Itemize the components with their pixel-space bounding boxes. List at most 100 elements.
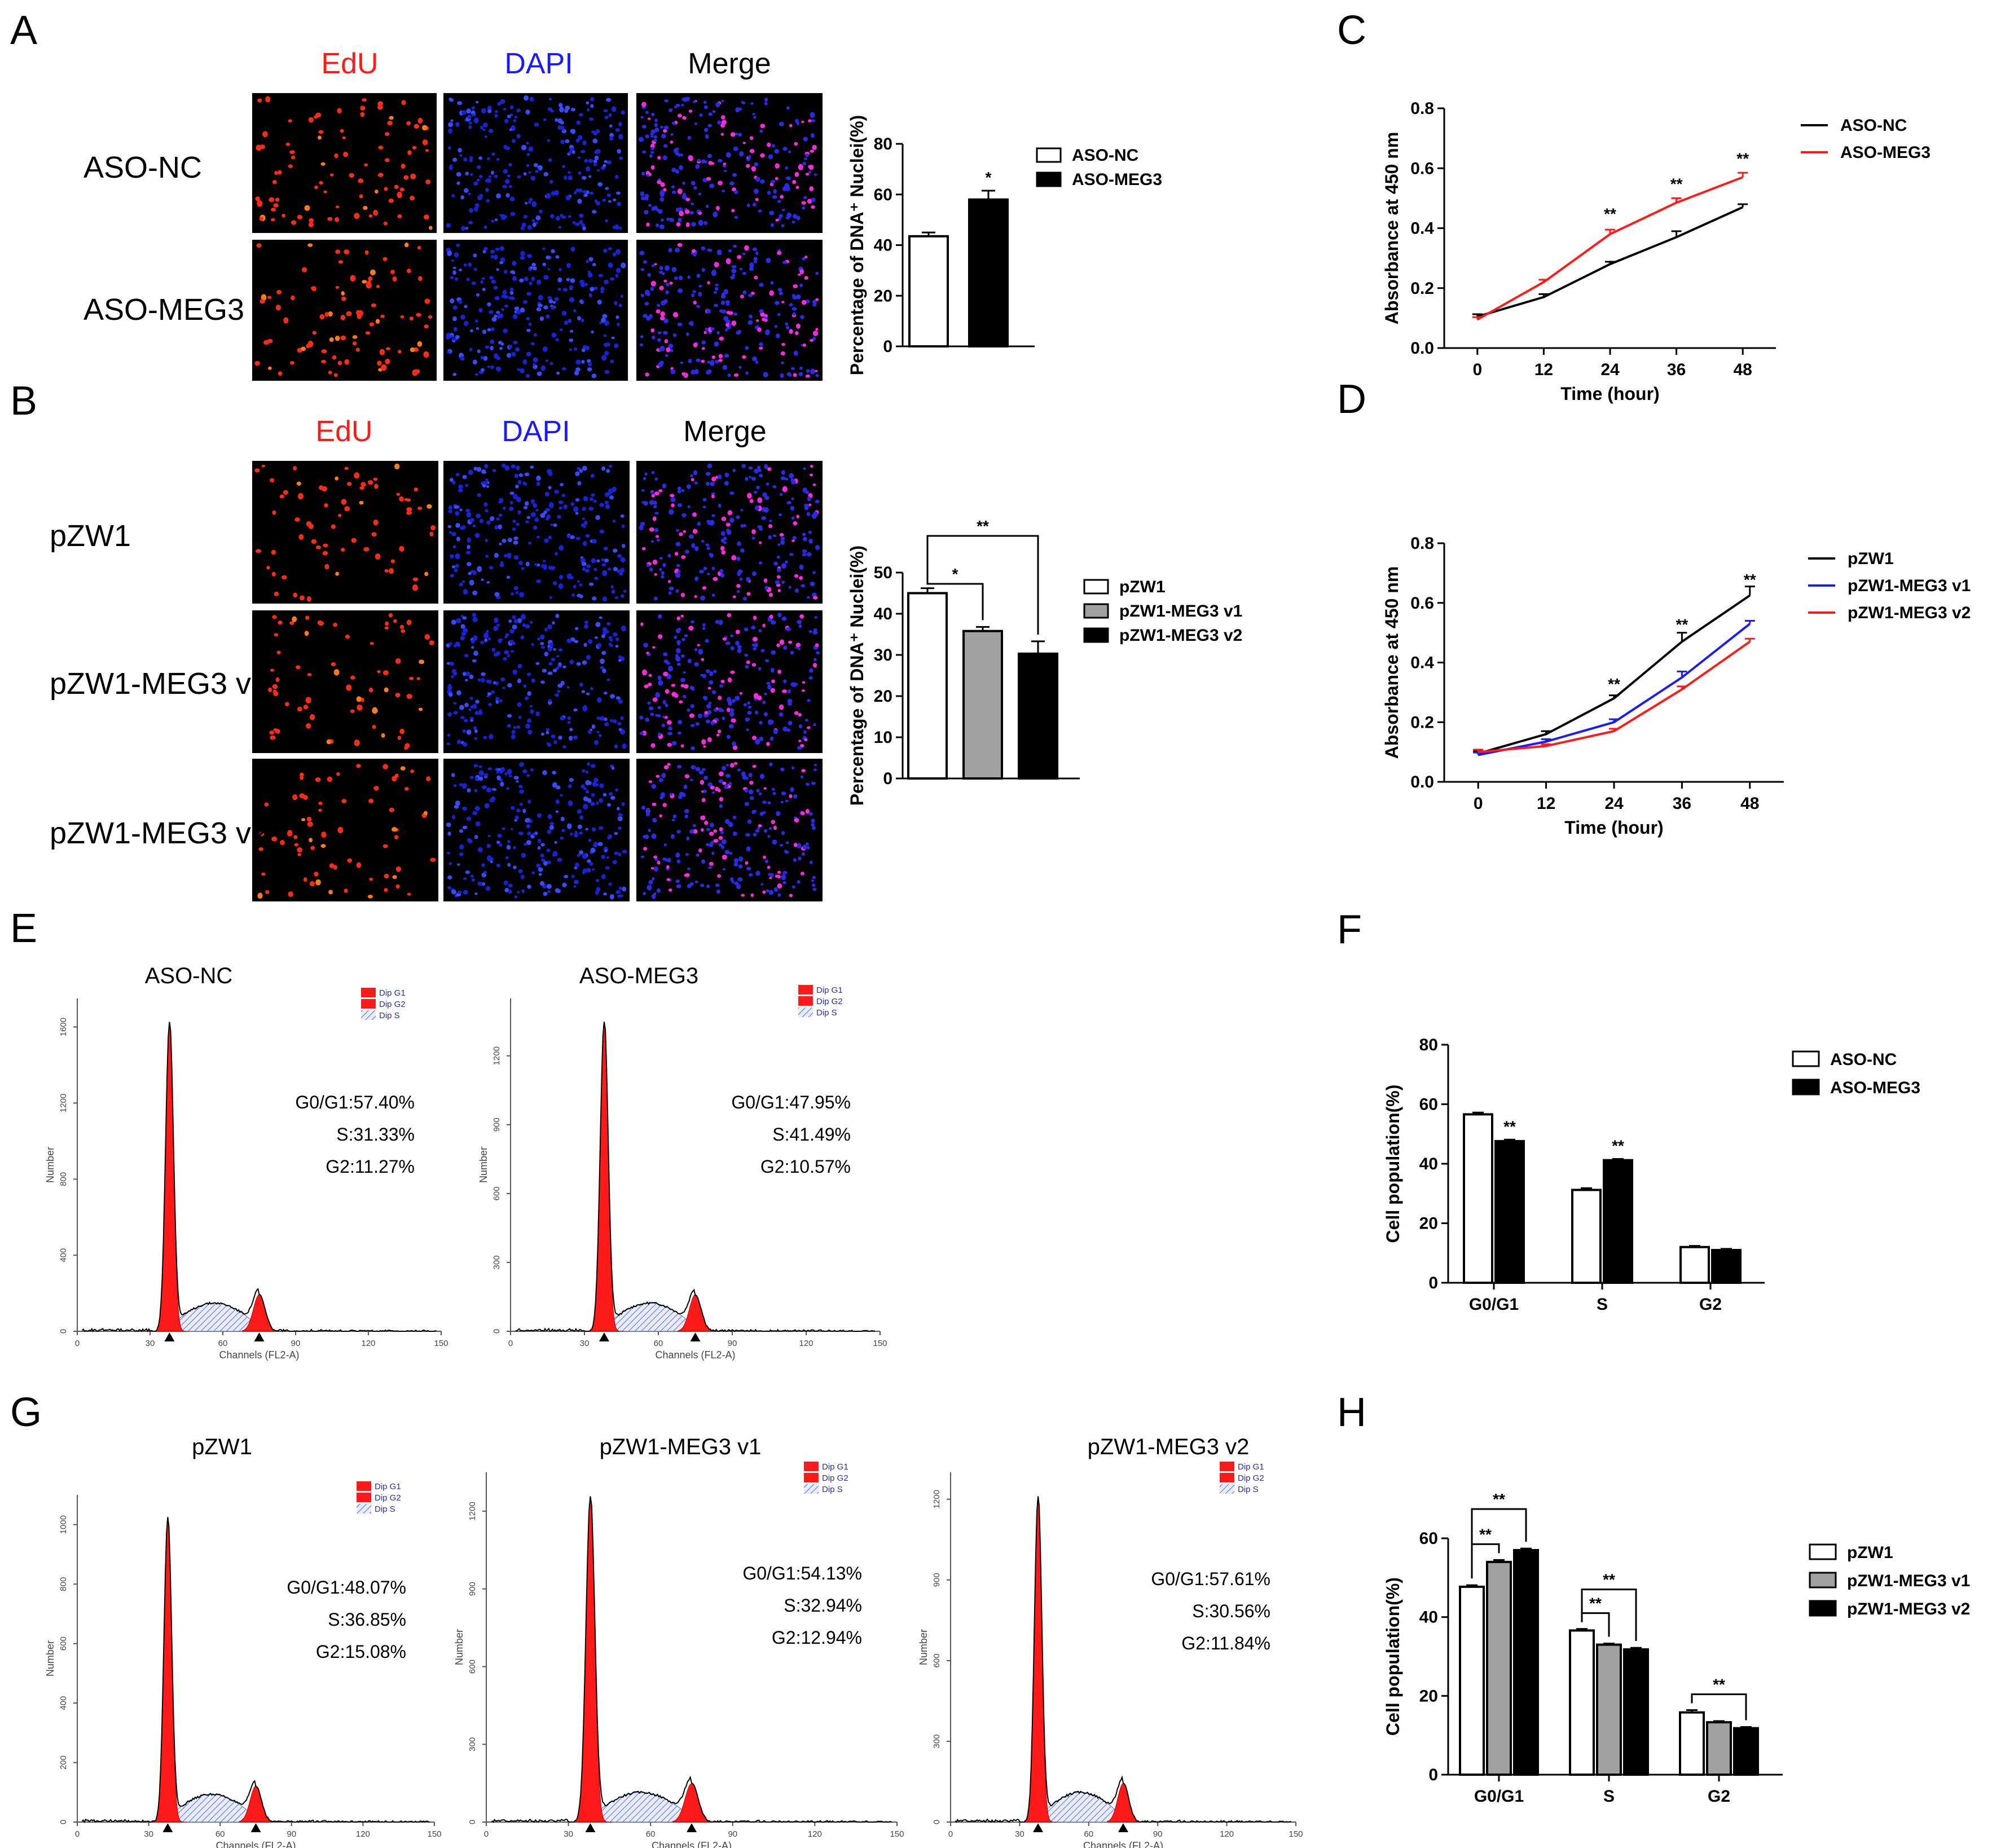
- nucleus: [270, 218, 275, 222]
- nucleus: [767, 191, 771, 195]
- nucleus: [690, 620, 695, 624]
- nucleus: [458, 148, 462, 153]
- nucleus: [474, 711, 479, 715]
- nucleus: [370, 269, 376, 276]
- legend-label: Dip S: [375, 1504, 395, 1514]
- nucleus: [788, 373, 792, 377]
- nucleus: [363, 547, 370, 552]
- nucleus: [672, 333, 677, 337]
- nucleus: [577, 481, 582, 486]
- nucleus: [540, 642, 544, 645]
- nucleus: [585, 770, 589, 774]
- nucleus: [451, 532, 456, 536]
- nucleus: [454, 505, 459, 509]
- nucleus: [681, 104, 684, 107]
- nucleus: [597, 842, 603, 846]
- nucleus: [534, 831, 538, 835]
- nucleus: [604, 320, 609, 326]
- nucleus: [718, 619, 723, 625]
- nucleus: [710, 327, 715, 331]
- nucleus: [794, 331, 799, 335]
- nucleus: [447, 886, 452, 890]
- nucleus: [508, 889, 512, 894]
- nucleus: [729, 711, 735, 717]
- nucleus: [459, 154, 463, 157]
- nucleus: [387, 121, 393, 126]
- nucleus: [527, 831, 531, 836]
- nucleus: [725, 522, 731, 527]
- nucleus: [692, 512, 697, 517]
- nucleus: [617, 322, 620, 327]
- nucleus: [615, 315, 619, 319]
- nucleus: [718, 836, 723, 840]
- nucleus: [513, 865, 517, 870]
- nucleus: [718, 504, 722, 508]
- nucleus: [556, 371, 560, 375]
- nucleus: [621, 544, 626, 548]
- legend-swatch: [1792, 1050, 1820, 1067]
- nucleus: [677, 642, 680, 646]
- nucleus: [662, 562, 666, 567]
- nucleus: [724, 819, 730, 824]
- nucleus: [377, 670, 381, 674]
- nucleus: [764, 98, 768, 102]
- nucleus: [701, 859, 706, 864]
- nucleus: [741, 775, 745, 777]
- nucleus: [698, 292, 702, 297]
- nucleus: [514, 306, 520, 310]
- nucleus: [529, 266, 533, 269]
- nucleus: [579, 469, 583, 473]
- nucleus: [297, 847, 302, 853]
- nucleus: [583, 796, 588, 802]
- nucleus: [298, 534, 304, 540]
- legend-swatch: [361, 1010, 376, 1020]
- nucleus: [705, 843, 710, 847]
- nucleus: [722, 637, 727, 641]
- nucleus: [535, 662, 540, 665]
- nucleus: [464, 305, 468, 309]
- nucleus: [745, 665, 749, 669]
- nucleus: [790, 505, 795, 511]
- nucleus: [747, 706, 752, 709]
- nucleus: [601, 466, 606, 471]
- nucleus: [478, 307, 483, 313]
- dip-g1-peak: [148, 1517, 187, 1823]
- nucleus: [509, 629, 515, 633]
- nucleus: [547, 742, 552, 747]
- nucleus: [591, 373, 597, 379]
- nucleus: [566, 263, 571, 269]
- nucleus: [581, 223, 586, 227]
- nucleus: [416, 313, 421, 317]
- nucleus: [324, 312, 329, 317]
- nucleus: [588, 257, 593, 262]
- nucleus: [789, 473, 794, 479]
- nucleus: [690, 778, 693, 781]
- nucleus: [729, 708, 735, 712]
- nucleus: [390, 559, 395, 564]
- nucleus: [754, 162, 759, 166]
- nucleus: [745, 346, 749, 350]
- panel-letter-F: F: [1337, 907, 1362, 952]
- dip-s-area: [167, 1794, 257, 1823]
- col-title-A-edu: EdU: [321, 47, 378, 80]
- nucleus: [641, 125, 647, 129]
- nucleus: [254, 468, 260, 473]
- bar-ASO-NC-G2: [1679, 1246, 1710, 1284]
- nucleus: [558, 103, 563, 108]
- nucleus: [406, 269, 411, 274]
- nucleus: [274, 171, 278, 175]
- nucleus: [468, 121, 472, 125]
- nucleus: [751, 810, 756, 814]
- nucleus: [709, 553, 714, 558]
- nucleus: [337, 360, 342, 366]
- x-tick-label: 48: [1734, 360, 1752, 379]
- nucleus: [768, 524, 773, 529]
- nucleus: [399, 187, 405, 192]
- nucleus: [728, 821, 733, 828]
- nucleus: [617, 201, 622, 206]
- nucleus: [722, 839, 727, 844]
- histogram-outline: [81, 1517, 430, 1824]
- nucleus: [815, 545, 820, 551]
